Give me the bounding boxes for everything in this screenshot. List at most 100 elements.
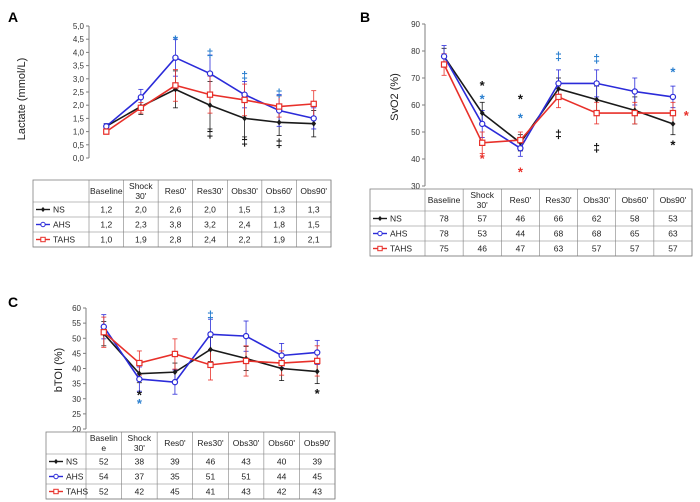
data-point-ahs [517, 144, 524, 152]
significance-mark: * [173, 33, 179, 48]
table-cell: 42 [135, 487, 145, 497]
table-cell: 3,8 [170, 220, 182, 230]
significance-mark: * [480, 151, 486, 166]
significance-mark: * [670, 65, 676, 80]
data-point-ns [242, 115, 247, 122]
y-tick-label: 5,0 [73, 22, 85, 31]
table-cell: 53 [477, 229, 487, 239]
x-tick-label: Obs60' [266, 186, 293, 196]
significance-mark: ‡ [555, 49, 562, 63]
data-point-ns [279, 365, 285, 372]
data-point-tahs [100, 329, 107, 336]
data-point-tahs [207, 361, 214, 369]
y-tick-label: 60 [72, 304, 81, 313]
panel-b: B SvO2 (%) 30405060708090******‡‡‡‡***Ba… [360, 9, 693, 257]
y-tick-label: 2,5 [73, 88, 85, 97]
data-point-ns [172, 369, 178, 376]
y-tick-label: 40 [72, 365, 81, 374]
y-tick-label: 35 [72, 380, 81, 389]
significance-mark: ‡ [241, 135, 248, 149]
table-cell: 58 [630, 214, 640, 224]
table-cell: 39 [170, 457, 180, 467]
significance-mark: * [480, 78, 486, 93]
table-cell: 51 [206, 472, 216, 482]
data-point-ahs [310, 115, 317, 122]
legend-marker-ns [378, 215, 382, 222]
legend-marker-ahs [40, 221, 46, 228]
data-point-ns [594, 96, 600, 103]
table-cell: 2,8 [170, 235, 182, 245]
legend-marker-ns [41, 206, 45, 213]
legend-label: AHS [390, 229, 408, 239]
table-cell: 46 [206, 457, 216, 467]
data-point-ahs [555, 80, 562, 87]
table-cell: 57 [477, 214, 487, 224]
data-point-ns [136, 370, 142, 377]
legend-marker-tahs [40, 236, 46, 243]
table-cell: 1,8 [273, 220, 285, 230]
data-point-ahs [278, 352, 285, 359]
y-tick-label: 45 [72, 349, 81, 358]
data-point-ahs [479, 120, 486, 128]
table-cell: 2,1 [308, 235, 320, 245]
y-tick-label: 4,5 [73, 35, 85, 44]
y-axis-label: bTOI (%) [53, 348, 65, 392]
y-tick-label: 0,0 [73, 154, 85, 163]
data-point-ahs [631, 88, 638, 95]
data-point-tahs [172, 82, 179, 89]
table-cell: 57 [630, 244, 640, 254]
x-tick-label: Res0' [165, 186, 187, 196]
legend-label: NS [390, 214, 402, 224]
panel-c: C bTOI (%) 202530354045505560**‡*Baselin… [8, 294, 336, 500]
table-cell: 44 [277, 472, 287, 482]
y-tick-label: 2,0 [73, 101, 85, 110]
significance-mark: ‡ [241, 69, 248, 83]
table-cell: 65 [630, 229, 640, 239]
data-point-tahs [440, 61, 448, 68]
legend-marker-tahs [53, 488, 59, 495]
x-tick-label: Baseline [90, 186, 123, 196]
data-point-ns [208, 346, 213, 353]
significance-mark: * [137, 388, 143, 403]
legend-label: TAHS [390, 244, 412, 254]
data-point-ahs [100, 323, 107, 330]
table-cell: 1,3 [308, 205, 320, 215]
data-point-tahs [278, 359, 285, 367]
table-cell: 2,0 [135, 205, 147, 215]
table-cell: 63 [554, 244, 564, 254]
significance-mark: * [315, 386, 321, 401]
data-point-ahs [241, 91, 248, 98]
table-cell: 2,4 [204, 235, 216, 245]
legend-marker-ahs [377, 230, 383, 237]
table-cell: 37 [135, 472, 145, 482]
x-tick-label: Shock [129, 181, 153, 191]
significance-mark: ‡ [276, 86, 283, 100]
x-tick-label: Shock [470, 190, 494, 200]
significance-mark: * [480, 92, 486, 107]
y-tick-label: 50 [411, 128, 420, 137]
y-tick-label: 60 [411, 101, 420, 110]
x-tick-label: Res30' [197, 186, 224, 196]
data-point-tahs [593, 109, 600, 117]
y-tick-label: 55 [72, 319, 81, 328]
significance-mark: * [670, 138, 676, 153]
table-cell: 1,5 [239, 205, 251, 215]
table-cell: 57 [668, 244, 678, 254]
table-cell: 41 [206, 487, 216, 497]
x-tick-label: Obs30' [233, 438, 260, 448]
data-point-tahs [555, 93, 562, 101]
table-cell: 1,2 [100, 220, 112, 230]
table-cell: 2,6 [170, 205, 182, 215]
x-tick-label-line2: 30' [477, 200, 488, 210]
y-tick-label: 0,5 [73, 141, 85, 150]
table-cell: 1,5 [308, 220, 320, 230]
data-point-ahs [314, 349, 321, 356]
table-cell: 62 [592, 214, 602, 224]
panel-a: A Lactate (mmol/L) 0,0 0,5 1,0 1,5 2,0 2,5 3,0… [8, 9, 332, 248]
y-tick-label: 1,0 [73, 128, 85, 137]
table-cell: 1,2 [100, 205, 112, 215]
data-point-ahs [172, 54, 179, 61]
table-cell: 53 [668, 214, 678, 224]
table-cell: 46 [516, 214, 526, 224]
